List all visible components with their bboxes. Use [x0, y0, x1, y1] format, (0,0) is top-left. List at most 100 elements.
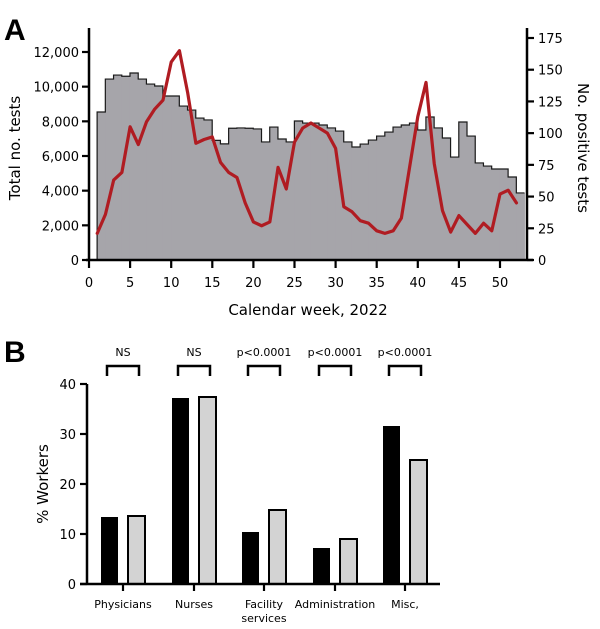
bar-group1	[383, 426, 400, 584]
histogram-bar	[409, 123, 419, 260]
bar-group1	[172, 398, 189, 584]
histogram-bar	[97, 111, 106, 261]
histogram-bar	[171, 96, 180, 260]
histogram-bar	[393, 127, 402, 260]
right-y-tick-label: 50	[538, 191, 555, 206]
histogram-bar	[195, 118, 205, 260]
significance-label: p<0.0001	[378, 346, 433, 359]
histogram-bar	[138, 79, 147, 260]
histogram-bar	[368, 140, 377, 260]
right-y-tick-label: 150	[538, 64, 563, 79]
bar-group1	[313, 548, 330, 584]
histogram-bar	[351, 146, 361, 260]
left-y-tick-label: 0	[71, 254, 79, 269]
x-tick-label: 45	[451, 276, 468, 291]
x-tick-label: 30	[327, 276, 344, 291]
category-label: Administration	[295, 598, 376, 611]
histogram-bar	[113, 75, 123, 260]
histogram-bar	[277, 139, 287, 260]
left-y-tick-label: 10,000	[34, 81, 80, 96]
left-y-tick-label: 8,000	[42, 115, 79, 130]
right-y-axis-title: No. positive tests	[574, 83, 592, 213]
panel-b-label: B	[4, 336, 26, 369]
histogram-bar	[475, 162, 484, 260]
histogram-bar	[146, 84, 156, 260]
b-y-tick-label: 10	[59, 528, 76, 543]
left-y-tick-label: 6,000	[42, 150, 79, 165]
right-y-ticks: 0 25 50 75 100 125 150 175	[527, 32, 563, 269]
histogram-bar	[154, 85, 164, 261]
left-y-axis-title: Total no. tests	[6, 96, 24, 202]
x-tick-label: 10	[163, 276, 180, 291]
category-label: Nurses	[175, 598, 213, 611]
histogram-bar	[335, 131, 345, 260]
panel-a: A 0 5 10 15 20 25 30 35 40 45 50 0 2,000 4,000 6,000 8…	[4, 14, 592, 319]
b-y-tick-label: 0	[68, 578, 76, 593]
bar-group1	[242, 532, 259, 584]
bar-group2	[127, 515, 146, 585]
bar-group2	[198, 396, 217, 585]
panel-a-label: A	[4, 14, 26, 47]
histogram-bar	[458, 122, 468, 260]
histogram-bar	[508, 176, 517, 260]
histogram-bar	[286, 141, 295, 260]
x-tick-label: 15	[204, 276, 221, 291]
significance-bracket	[246, 364, 282, 376]
histogram-bar	[261, 141, 271, 260]
category-label: services	[241, 612, 286, 625]
category-label: Physicians	[94, 598, 152, 611]
histogram-bar	[245, 128, 254, 260]
line-positive-tests	[95, 49, 519, 235]
b-y-tick-label: 20	[59, 478, 76, 493]
x-tick-label: 35	[368, 276, 385, 291]
histogram-bar	[129, 72, 139, 261]
bar-group1	[101, 517, 118, 584]
significance-label: NS	[115, 346, 130, 359]
x-tick-label: 20	[245, 276, 262, 291]
left-y-tick-label: 12,000	[34, 46, 80, 61]
histogram-bar	[294, 120, 304, 260]
line-points	[97, 50, 517, 234]
right-y-tick-label: 75	[538, 159, 555, 174]
left-y-tick-label: 2,000	[42, 219, 79, 234]
significance-label: p<0.0001	[237, 346, 292, 359]
histogram-bar	[327, 127, 336, 260]
left-y-tick-label: 4,000	[42, 185, 79, 200]
b-y-tick-label: 30	[59, 428, 76, 443]
histogram-bar	[450, 157, 460, 260]
histogram-bar	[417, 130, 427, 260]
x-ticks: 0 5 10 15 20 25 30 35 40 45 50	[85, 260, 508, 291]
histogram-bar	[499, 169, 509, 260]
x-tick-label: 50	[492, 276, 509, 291]
bar-group2	[409, 459, 428, 585]
histogram-bar	[105, 79, 114, 260]
significance-bracket	[387, 364, 423, 376]
b-y-ticks: 0 10 20 30 40	[59, 378, 87, 593]
b-y-tick-label: 40	[59, 378, 76, 393]
histogram-bar	[220, 143, 230, 260]
x-tick-label: 25	[286, 276, 303, 291]
histogram-bar	[376, 136, 386, 260]
histogram-bar	[302, 123, 312, 260]
x-tick-label: 0	[85, 276, 93, 291]
significance-bracket	[176, 364, 212, 376]
histogram-bar	[212, 140, 221, 260]
right-y-tick-label: 25	[538, 222, 555, 237]
x-axis-title: Calendar week, 2022	[228, 301, 387, 319]
right-y-tick-label: 100	[538, 127, 563, 142]
histogram-bar	[253, 128, 262, 260]
panel-b: B 0 10 20 30 40 Physicians Nurses Facilityserv…	[4, 336, 440, 625]
left-y-ticks: 0 2,000 4,000 6,000 8,000 10,000 12,000	[34, 46, 89, 269]
histogram-bar	[121, 76, 131, 261]
histogram-bar	[425, 117, 435, 260]
histogram-bar	[360, 144, 369, 260]
histogram-bar	[203, 119, 213, 261]
histogram-bar	[343, 141, 353, 260]
histogram-bar	[384, 132, 394, 260]
histogram-bar	[187, 110, 197, 260]
x-tick-label: 5	[126, 276, 134, 291]
significance-bracket	[317, 364, 353, 376]
right-y-tick-label: 0	[538, 254, 546, 269]
histogram-bar	[319, 124, 328, 261]
